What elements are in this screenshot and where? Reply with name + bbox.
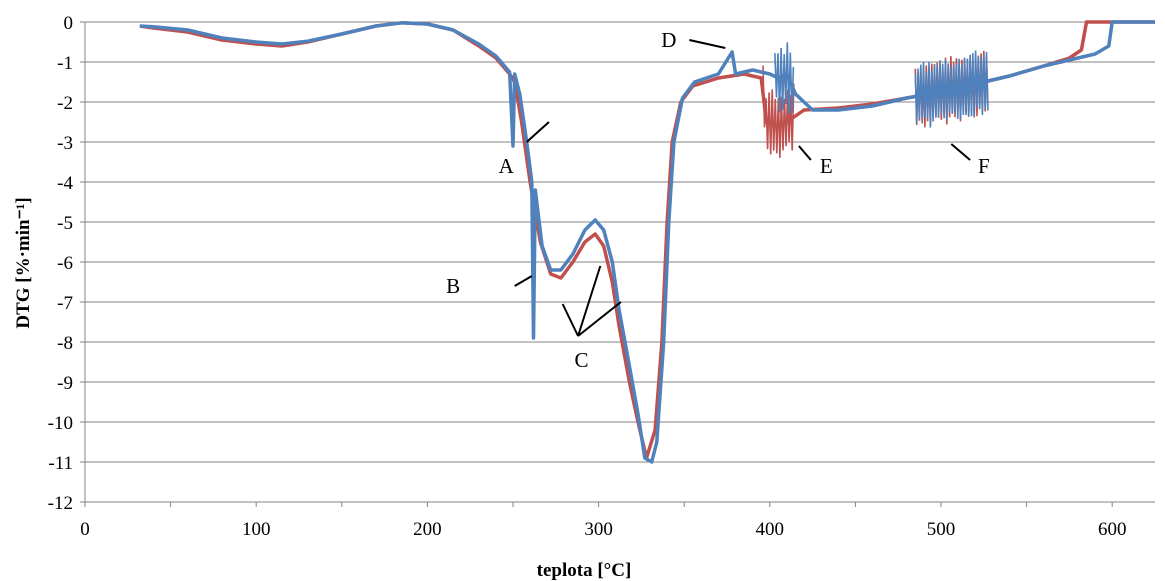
x-tick-label: 100	[242, 519, 271, 540]
y-tick-label: -3	[57, 133, 73, 154]
y-tick-label: -12	[48, 493, 73, 514]
x-tick-labels: 0 100 200 300 400 500 600	[80, 519, 1126, 540]
x-tick-label: 0	[80, 519, 90, 540]
y-tick-labels: 0 -1 -2 -3 -4 -5 -6 -7 -8 -9 -10 -11 -12	[48, 13, 74, 514]
annotation-label-d: D	[661, 28, 676, 52]
y-tick-label: 0	[64, 13, 74, 34]
annotation-label-c: C	[574, 348, 588, 372]
x-tick-label: 500	[927, 519, 956, 540]
y-tick-label: -7	[57, 293, 73, 314]
gridlines	[85, 21, 1155, 503]
x-tick-label: 200	[413, 519, 442, 540]
x-tick-label: 600	[1098, 519, 1127, 540]
annotation-leader-b	[514, 275, 533, 287]
series-noise-region-1	[762, 65, 795, 158]
x-tick-label: 400	[756, 519, 785, 540]
y-tick-label: -8	[57, 333, 73, 354]
axes	[80, 21, 1113, 507]
annotation-label-a: A	[499, 154, 515, 178]
y-tick-label: -2	[57, 93, 73, 114]
annotation-leader-c	[561, 303, 579, 337]
series-noise-band-2	[914, 50, 989, 128]
x-axis-title: teplota [°C]	[537, 560, 632, 581]
annotation-leader-d	[689, 39, 726, 49]
series-noise-region-2	[774, 42, 795, 115]
y-axis-title: DTG [%·min⁻¹]	[13, 197, 34, 328]
annotation-leader-c-extra	[577, 265, 602, 337]
y-tick-label: -1	[57, 53, 73, 74]
annotation-label-e: E	[820, 154, 833, 178]
annotation-leader-f	[950, 143, 971, 161]
annotation-leader-a	[526, 121, 550, 143]
y-tick-label: -10	[48, 413, 73, 434]
annotation-leader-e	[798, 145, 812, 161]
annotations: A B C D E F	[446, 28, 990, 372]
y-tick-label: -11	[48, 453, 73, 474]
annotation-label-f: F	[978, 154, 990, 178]
y-tick-label: -6	[57, 253, 73, 274]
x-tick-label: 300	[584, 519, 613, 540]
y-tick-label: -9	[57, 373, 73, 394]
series-line-2	[139, 20, 1155, 464]
series-line-1	[139, 20, 1155, 460]
y-tick-label: -4	[57, 173, 73, 194]
annotation-label-b: B	[446, 274, 460, 298]
annotation-leader-c-extra	[577, 301, 622, 337]
series-group	[139, 20, 1155, 464]
y-tick-label: -5	[57, 213, 73, 234]
